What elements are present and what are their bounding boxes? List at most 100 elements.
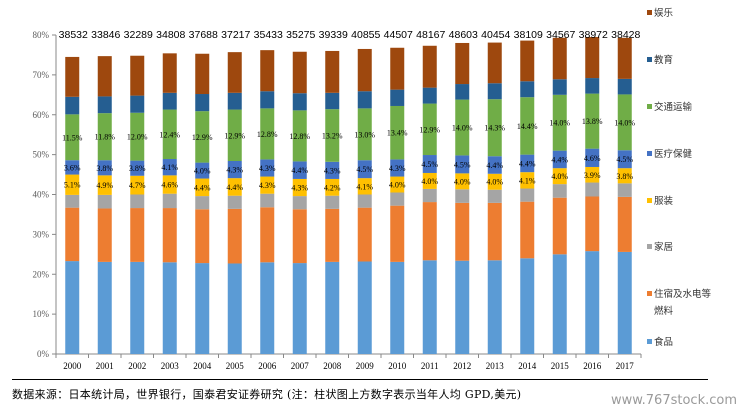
bar-segment-5 [487,99,502,157]
y-tick-label: 80% [33,30,50,40]
gdp-label: 38109 [514,29,543,41]
stacked-bar-chart: 0%10%20%30%40%50%60%70%80% 2000 2001 2002 2… [33,7,712,371]
bar-segment-0 [227,263,242,354]
legend-label: 服装 [654,195,674,207]
gdp-label: 34808 [156,29,185,41]
gdp-label: 38972 [579,29,608,41]
segment-label: 13.8% [582,117,603,126]
x-tick-label: 2015 [551,361,570,371]
segment-label: 14.0% [614,118,635,127]
bar-segment-1 [195,209,210,264]
bar-segment-7 [292,51,307,94]
bar-segment-5 [520,97,535,155]
bar-segment-2 [292,196,307,210]
bar-segment-3 [357,178,372,195]
segment-label: 4.1% [519,176,536,185]
bar-segment-4 [65,160,80,175]
y-tick-label: 50% [33,150,50,160]
bar-segment-0 [390,261,405,354]
bar-segment-2 [65,194,80,208]
gdp-label: 34567 [546,29,575,41]
gdp-label: 48167 [416,29,445,41]
segment-label: 4.3% [324,166,341,175]
bar-segment-2 [97,194,112,209]
segment-label: 4.4% [486,161,503,170]
watermark: www.767stock.com [610,393,737,408]
bar-segment-3 [130,175,145,195]
segment-label: 4.6% [584,154,601,163]
bar-segment-6 [97,96,112,114]
bar-segment-0 [455,260,470,354]
bar-segment-6 [195,94,210,112]
bar-segment-0 [357,261,372,354]
segment-label: 4.5% [616,155,633,164]
bar-segment-4 [487,156,502,174]
bar-segment-5 [195,111,210,163]
bar-segment-2 [422,188,437,203]
bar-segment-5 [585,93,600,149]
segment-label: 12.8% [257,130,278,139]
segment-label: 4.5% [454,160,471,169]
legend-swatch [647,244,652,249]
bar-segment-7 [552,37,567,80]
legend-swatch [647,339,652,344]
y-tick-label: 60% [33,110,50,120]
y-tick-label: 40% [33,190,50,200]
bar-segment-4 [585,148,600,167]
bar-segment-7 [487,42,502,84]
bar-segment-7 [585,36,600,79]
bar-segment-3 [487,173,502,190]
bar-segment-1 [357,207,372,262]
bar-segment-5 [325,109,340,162]
x-tick-label: 2003 [161,361,180,371]
legend-swatch [647,291,652,296]
bar-segment-6 [325,92,340,110]
bar-segment-0 [520,258,535,354]
legend-item: 服装 [647,195,674,207]
bar-segment-5 [292,110,307,162]
bar-segment-0 [422,260,437,354]
segment-label: 14.0% [549,119,570,128]
bar-segment-6 [487,83,502,100]
bar-segment-1 [97,208,112,262]
bar-segment-5 [552,94,567,151]
gdp-label: 37688 [189,29,218,41]
x-tick-label: 2001 [96,361,114,371]
bar-segment-4 [97,160,112,176]
segment-label: 4.4% [226,183,243,192]
legend-label: 娱乐 [654,7,674,19]
bar-segment-6 [260,91,275,109]
y-tick-label: 70% [33,70,50,80]
segment-label: 13.0% [354,130,375,139]
bar-segment-6 [585,78,600,94]
bar-segment-7 [195,53,210,95]
bar-segment-5 [65,114,80,161]
segment-label: 4.0% [551,172,568,181]
bar-segment-3 [422,172,437,189]
bar-segment-7 [520,40,535,82]
segment-label: 4.1% [161,163,178,172]
x-tick-label: 2000 [63,361,82,371]
x-tick-label: 2012 [453,361,471,371]
bar-segment-4 [357,160,372,179]
bar-segment-1 [487,202,502,261]
segment-label: 4.4% [291,166,308,175]
segment-label: 4.5% [421,160,438,169]
segment-labels: 5.1% 4.9% 4.7% 4.6% 4.4% 4.4% 4.3% 4.3% 4.2% 4.1%… [62,117,635,192]
bar-segment-6 [552,79,567,95]
segment-label: 3.6% [64,163,81,172]
bar-segment-1 [260,207,275,263]
x-tick-label: 2014 [518,361,537,371]
segment-label: 14.3% [484,124,505,133]
segment-label: 3.8% [129,164,146,173]
bar-segment-4 [195,162,210,179]
bar-segment-6 [617,78,632,95]
segment-label: 4.0% [389,181,406,190]
bar-segment-7 [97,56,112,97]
bar-segment-1 [325,208,340,262]
legend-item: 家居 [647,241,673,253]
y-tick-label: 10% [33,309,50,319]
bar-segment-3 [260,176,275,194]
bar-segment-4 [325,161,340,179]
bar-segment-5 [617,94,632,151]
